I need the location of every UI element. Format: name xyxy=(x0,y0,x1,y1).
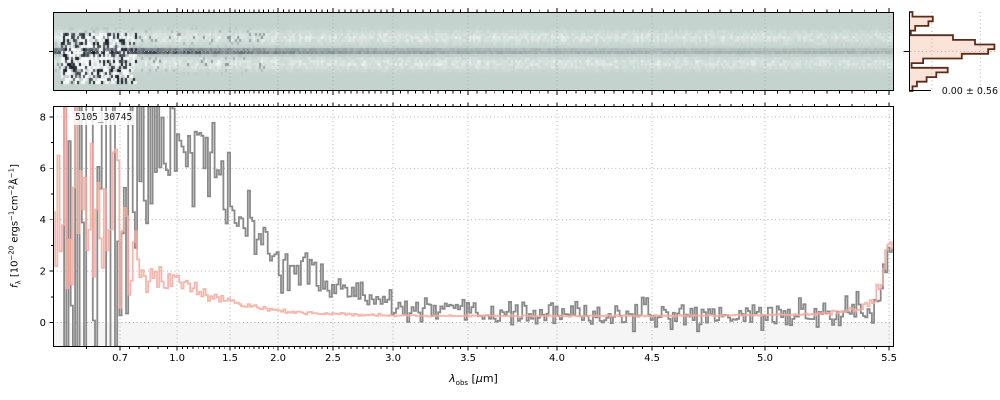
pixel-histogram-plot xyxy=(903,11,997,92)
pixel-histogram-panel xyxy=(903,11,997,92)
y-tick-label: 2 xyxy=(40,267,46,278)
x-axis-label: λobs [μm] xyxy=(449,372,498,388)
x-tick-label: 2.0 xyxy=(270,353,286,364)
x-tick-label: 4.5 xyxy=(644,353,660,364)
x-tick-label: 4.0 xyxy=(549,353,565,364)
spectrum-2d-axes xyxy=(49,8,894,95)
y-tick-label: 4 xyxy=(40,215,46,226)
x-tick-label: 1.5 xyxy=(222,353,238,364)
spectrum-1d-plot: 0.7 1.0 1.5 2.0 2.5 3.0 3.5 4.0 4.5 5.0 5.5 0 2 4 6 8 xyxy=(40,102,897,364)
x-tick-label: 3.5 xyxy=(460,353,476,364)
x-tick-label: 1.0 xyxy=(169,353,185,364)
y-axis-label: fλ [10−20 ergs−1cm−2Å−1] xyxy=(7,163,23,289)
x-tick-label: 5.0 xyxy=(757,353,773,364)
y-tick-label: 6 xyxy=(40,164,46,175)
y-tick-label: 0 xyxy=(40,318,46,329)
spectrum-1d-panel: 0.7 1.0 1.5 2.0 2.5 3.0 3.5 4.0 4.5 5.0 5.5 0 2 4 6 8 5… xyxy=(40,102,897,364)
x-tick-label: 2.5 xyxy=(325,353,341,364)
x-tick-label: 0.7 xyxy=(112,353,128,364)
spectrum-2d-panel xyxy=(49,8,894,95)
x-tick-label: 5.5 xyxy=(881,353,897,364)
histogram-stat-label: 0.00 ± 0.56 xyxy=(941,86,998,97)
source-id-label: 5105_30745 xyxy=(71,111,137,125)
y-tick-label: 8 xyxy=(40,112,46,123)
spectrum-2d-image xyxy=(53,12,894,91)
x-tick-label: 3.0 xyxy=(385,353,401,364)
